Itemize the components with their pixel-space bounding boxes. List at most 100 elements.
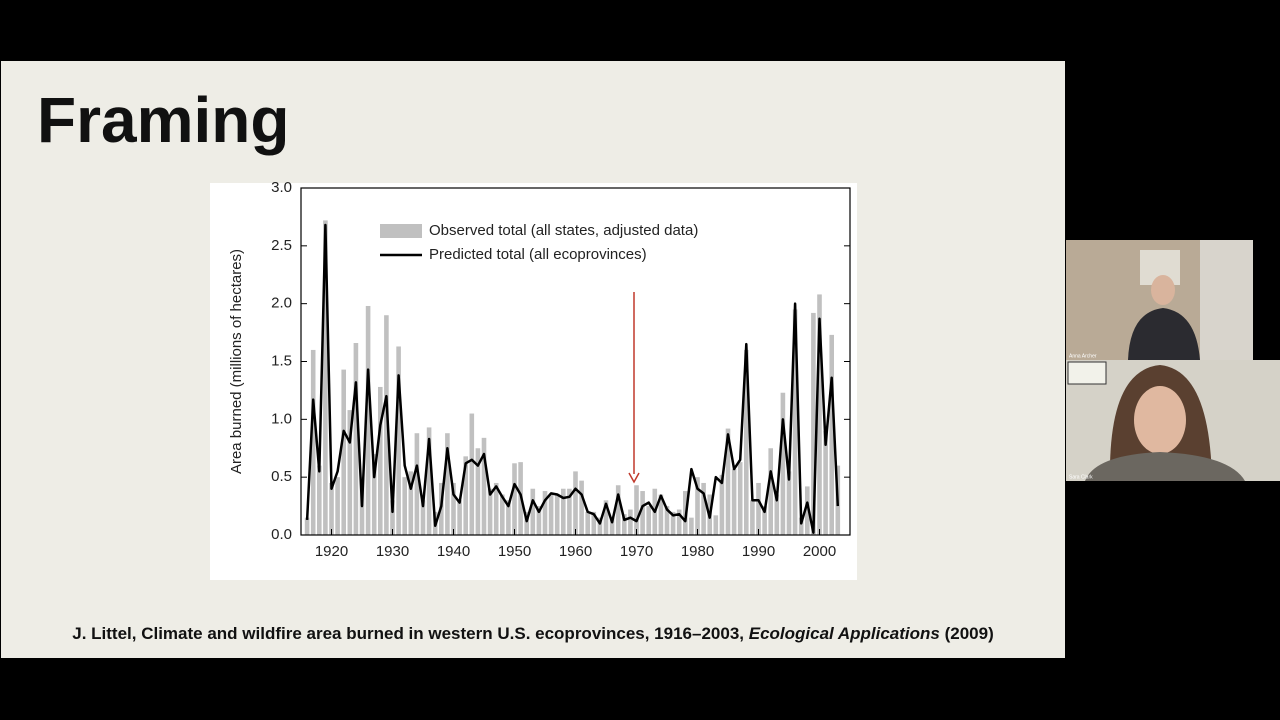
participant-name: Anna Archer [1069,353,1097,359]
y-tick-label: 0.5 [271,468,292,485]
citation-year: (2009) [940,624,994,643]
bar [744,349,749,535]
bar [676,509,682,535]
bar [615,485,621,535]
legend-label: Observed total (all states, adjusted dat… [429,222,698,239]
bar [457,500,462,535]
y-tick-label: 1.5 [271,352,292,369]
bar [420,500,426,535]
x-tick-label: 1990 [742,543,775,560]
bar [628,509,633,535]
bar [579,480,584,535]
bar [774,494,780,535]
bar [530,488,536,535]
x-tick-label: 1970 [620,543,653,560]
bar [512,463,517,535]
annotation-arrowhead [628,472,640,484]
bar [378,386,383,535]
bar [768,448,773,535]
bar [402,477,407,535]
participant-name: Sara Clark [1069,474,1093,480]
bar [792,309,798,535]
bar [786,471,792,535]
bar [561,488,566,535]
bar [317,465,322,535]
bar [481,437,487,535]
y-tick-label: 3.0 [271,179,292,196]
x-tick-label: 2000 [803,543,836,560]
bar [750,500,755,535]
person-head [1134,386,1186,454]
bar [829,334,834,535]
citation-text: J. Littel, Climate and wildfire area bur… [72,624,748,643]
bar [731,469,737,535]
bar [756,482,761,535]
chart: 0.0 0.5 1.0 1.5 2.0 2.5 3.0 1920 1930 1940 1950 196… [228,179,851,560]
bar [426,427,432,535]
x-tick-label: 1940 [437,543,470,560]
legend-label: Predicted total (all ecoprovinces) [429,246,647,263]
bar [762,506,767,535]
bar [725,428,731,535]
bar [591,511,597,535]
bar [310,349,316,535]
bar [780,392,786,535]
bar [475,448,481,535]
x-tick-label: 1920 [315,543,348,560]
bar [304,517,310,535]
bar [469,413,475,535]
line [305,223,840,534]
bar [408,471,414,535]
bar [719,474,725,535]
y-tick-label: 2.0 [271,295,292,312]
citation-journal: Ecological Applications [749,624,940,643]
bar [817,294,822,535]
slide-title: Framing [37,84,289,156]
bar [487,488,493,535]
bar [603,500,609,535]
bar [597,517,603,535]
y-tick-label: 1.0 [271,410,292,427]
bar [353,342,359,535]
bar [554,494,560,535]
x-tick-label: 1930 [376,543,409,560]
bar [811,312,816,535]
video-poster [1067,361,1107,385]
bar [622,514,627,535]
bar [737,462,743,535]
bar [805,486,810,535]
bar [664,506,670,535]
bar [658,494,664,535]
bar [323,220,328,536]
person-body [1085,452,1245,481]
x-tick-label: 1960 [559,543,592,560]
bar [445,433,450,535]
bar [390,500,395,535]
bar [536,506,542,535]
bar [451,482,456,535]
y-axis-label: Area burned (millions of hectares) [228,249,245,474]
bar [695,477,700,535]
bar [493,482,499,535]
bar [609,517,615,535]
bar [542,491,548,535]
bar [524,511,529,535]
bar [384,315,389,535]
bar [548,494,554,535]
x-tick-label: 1980 [681,543,714,560]
bar [365,305,371,535]
bar [414,433,420,535]
bar [335,477,340,535]
legend-swatch [380,224,422,238]
bar [567,488,572,535]
citation: J. Littel, Climate and wildfire area bur… [72,624,994,643]
bar [506,500,511,535]
bar [463,456,468,535]
x-tick-label: 1950 [498,543,531,560]
bar [396,346,401,535]
bar [371,454,377,535]
bar [341,369,346,535]
y-tick-label: 0.0 [271,526,292,543]
person-head [1151,275,1175,305]
